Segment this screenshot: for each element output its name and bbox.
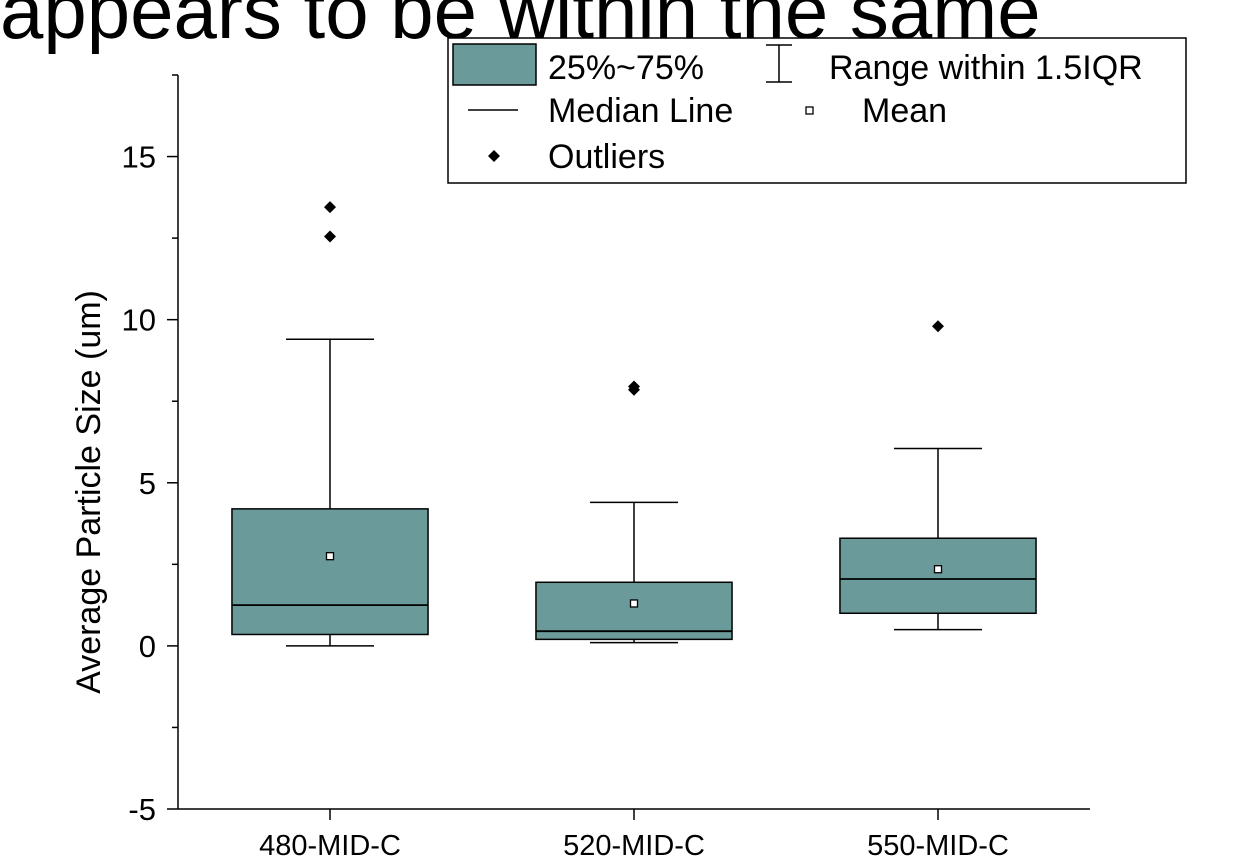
x-tick-label: 550-MID-C [867,830,1009,861]
legend-median-label: Median Line [548,92,733,130]
y-tick-label: -5 [128,792,156,827]
mean-marker [325,552,335,561]
legend-outlier-label: Outliers [548,138,665,176]
y-axis-label: Average Particle Size (um) [70,290,108,694]
outlier-marker [932,320,944,333]
y-tick-label: 10 [122,303,156,338]
legend: 25%~75% Range within 1.5IQR Median Line … [447,37,1187,184]
outlier-marker [324,230,336,243]
x-tick-label: 520-MID-C [563,830,705,861]
box-group-520-MID-C [535,380,733,644]
y-tick-label: 0 [139,629,156,664]
legend-box-label: 25%~75% [548,49,704,87]
iqr-box [839,537,1037,615]
box-group-550-MID-C [839,320,1037,631]
outlier-marker [324,201,336,214]
legend-mean-marker [805,106,814,115]
iqr-box [231,508,429,636]
mean-marker [933,565,943,574]
legend-frame [447,37,1187,184]
legend-mean-label: Mean [862,92,947,130]
legend-range-icon [766,44,792,83]
outlier-marker [628,380,640,393]
legend-range-label: Range within 1.5IQR [829,49,1143,87]
y-tick-label: 5 [139,466,156,501]
box-group-480-MID-C [231,201,429,647]
y-tick-label: 15 [122,140,156,175]
plot-area [231,201,1037,647]
legend-outlier-marker [488,150,500,162]
axes: -5 0 5 10 15 Average Particle Size (um) 480-MI… [70,74,1090,861]
iqr-box [535,581,733,641]
x-tick-label: 480-MID-C [259,830,401,861]
legend-box-swatch [452,43,537,86]
mean-marker [629,599,639,608]
